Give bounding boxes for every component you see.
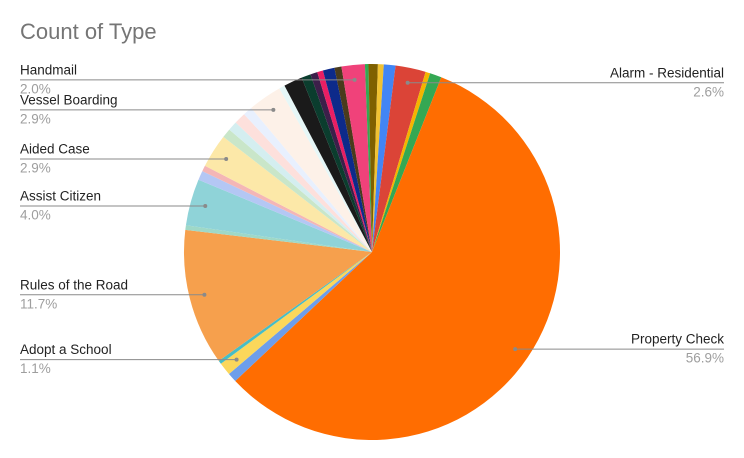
slice-percent: 2.9% bbox=[20, 161, 51, 176]
leader-dot bbox=[234, 357, 239, 362]
pie-slice bbox=[364, 64, 372, 252]
leader-dot bbox=[405, 80, 410, 85]
pie-slice bbox=[341, 64, 372, 252]
pie-slice bbox=[251, 88, 372, 252]
slice-percent: 2.9% bbox=[20, 111, 51, 126]
pie-slice bbox=[310, 72, 372, 252]
pie-slice bbox=[301, 74, 372, 253]
pie-slice bbox=[235, 114, 372, 252]
pie-slice bbox=[372, 64, 378, 252]
slice-label: Aided Case bbox=[20, 142, 90, 157]
leader-dot bbox=[352, 77, 357, 82]
labels: Alarm - Residential 2.6% Property Check 56.… bbox=[20, 62, 724, 376]
slice-label: Vessel Boarding bbox=[20, 92, 118, 107]
pie-slice bbox=[202, 165, 372, 252]
pie-slice bbox=[228, 252, 372, 382]
pie-slice bbox=[334, 66, 372, 252]
slice-percent: 11.7% bbox=[20, 296, 57, 311]
pie-slice bbox=[322, 67, 372, 253]
pie-slice bbox=[223, 129, 372, 252]
pie-slice bbox=[368, 64, 372, 252]
slice-percent: 1.1% bbox=[20, 361, 51, 376]
pie-slice bbox=[279, 85, 372, 252]
slice-percent: 56.9% bbox=[686, 351, 724, 366]
leader-dot bbox=[224, 157, 229, 162]
pie-slice bbox=[185, 225, 372, 252]
pie-slice bbox=[372, 71, 431, 252]
pie-slice bbox=[220, 252, 372, 374]
pie-slice bbox=[372, 73, 442, 252]
slice-label: Handmail bbox=[20, 62, 77, 77]
leader-dot bbox=[513, 347, 518, 352]
pie-slice bbox=[372, 65, 426, 252]
pie-slice bbox=[244, 107, 372, 252]
slice-label: Alarm - Residential bbox=[610, 65, 724, 80]
pie-slice bbox=[204, 136, 372, 252]
slice-label: Assist Citizen bbox=[20, 189, 101, 204]
slice-percent: 2.0% bbox=[20, 81, 51, 96]
leader-dot bbox=[202, 292, 207, 297]
pie-slice bbox=[229, 122, 372, 252]
slice-percent: 4.0% bbox=[20, 208, 51, 223]
pie-slice bbox=[317, 70, 372, 252]
leader-dot bbox=[203, 204, 208, 209]
pie-slice bbox=[185, 179, 372, 252]
pie-slice bbox=[184, 229, 372, 361]
slice-label: Property Check bbox=[631, 332, 724, 347]
pie-slice bbox=[218, 252, 372, 364]
pie-slice bbox=[198, 171, 372, 252]
slices bbox=[184, 64, 560, 441]
pie-slice bbox=[235, 77, 560, 441]
pie-slice bbox=[372, 64, 396, 252]
pie-slice bbox=[372, 64, 384, 252]
slice-label: Adopt a School bbox=[20, 342, 112, 357]
slice-label: Rules of the Road bbox=[20, 277, 128, 292]
chart-title: Count of Type bbox=[20, 19, 157, 44]
pie-slice bbox=[284, 77, 372, 252]
leader-dot bbox=[271, 107, 276, 112]
slice-percent: 2.6% bbox=[693, 84, 724, 99]
